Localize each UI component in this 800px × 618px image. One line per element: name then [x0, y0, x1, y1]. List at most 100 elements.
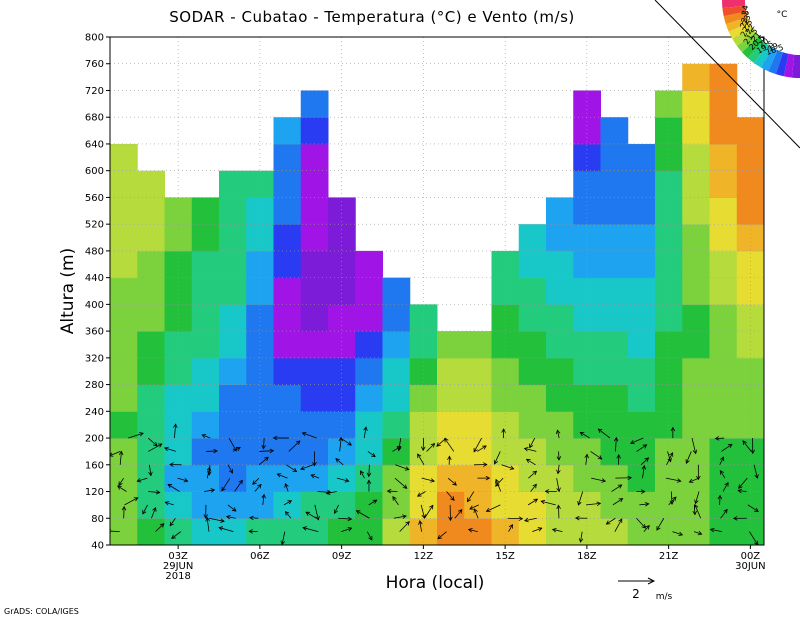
temperature-cell [137, 197, 165, 225]
temperature-cell [573, 438, 601, 466]
temperature-cell [328, 438, 356, 466]
temperature-cell [300, 464, 329, 493]
y-tick-label: 400 [85, 300, 104, 311]
temperature-cell [164, 411, 193, 439]
wind-arrow [616, 454, 621, 465]
temperature-cell [546, 438, 574, 466]
temperature-cell [600, 197, 629, 225]
legend-unit: °C [777, 10, 788, 20]
temperature-cell [110, 304, 138, 332]
temperature-cell [464, 357, 492, 386]
temperature-cell [655, 384, 683, 412]
temperature-cell [709, 464, 738, 493]
wind-arrow [288, 440, 301, 452]
legend-swatch [742, 36, 764, 58]
temperature-cell [627, 250, 656, 279]
wind-arrow [205, 516, 210, 532]
wind-arrow [530, 483, 537, 492]
legend-level-label: 23 [741, 14, 753, 26]
wind-arrow [360, 470, 365, 479]
temperature-cell [355, 250, 383, 279]
wind-arrow [340, 437, 352, 446]
temperature-cell [273, 438, 302, 466]
temperature-cell [219, 438, 247, 466]
temperature-cell [600, 411, 629, 439]
wind-arrow [259, 448, 275, 454]
temperature-cell [382, 277, 411, 305]
temperature-cell [709, 277, 738, 305]
wind-arrow [228, 437, 237, 452]
temperature-cell [627, 304, 656, 332]
temperature-cell [191, 384, 220, 412]
temperature-cell [627, 224, 656, 252]
temperature-cell [219, 170, 247, 198]
wind-arrow [167, 484, 180, 492]
temperature-cell [573, 518, 601, 545]
temperature-cell [491, 277, 520, 305]
temperature-cell [382, 357, 411, 386]
chart-title: SODAR - Cubatao - Temperatura (°C) e Ven… [169, 8, 575, 26]
wind-arrow [611, 484, 623, 492]
wind-arrow [614, 518, 623, 532]
wind-arrow [529, 437, 536, 449]
wind-arrow [234, 479, 243, 492]
temperature-cell [355, 518, 383, 545]
temperature-cell [110, 143, 138, 172]
temperature-cell [709, 411, 738, 439]
temperature-cell [518, 491, 547, 519]
wind-arrow [612, 498, 624, 506]
wind-arrow [151, 506, 157, 519]
temperature-cell [191, 438, 220, 466]
wind-arrow [720, 508, 728, 519]
temperature-cell [546, 250, 574, 279]
legend-swatch [747, 40, 768, 64]
wind-arrow [722, 481, 729, 492]
wind-arrow [750, 438, 755, 455]
temperature-cell [627, 277, 656, 305]
x-tick-label: 03Z [168, 551, 188, 562]
wind-arrow [417, 453, 425, 465]
temperature-cell [682, 170, 710, 198]
temperature-cell [328, 331, 356, 359]
temperature-cell [437, 331, 465, 359]
y-tick-label: 80 [91, 514, 104, 525]
wind-arrow [341, 527, 353, 533]
temperature-cell [273, 331, 302, 359]
wind-arrow [203, 504, 209, 519]
temperature-cell [246, 384, 274, 412]
temperature-cell [300, 224, 329, 252]
temperature-cell [437, 411, 465, 439]
wind-arrow [436, 437, 447, 447]
wind-arrow [110, 528, 120, 534]
temperature-cell [600, 143, 629, 172]
wind-arrow [227, 504, 237, 512]
wind-arrow [670, 426, 676, 439]
wind-arrow [421, 477, 436, 483]
legend-level-label: 23.5 [739, 9, 752, 28]
temperature-cell [382, 384, 411, 412]
temperature-cell [300, 250, 329, 279]
temperature-cell [655, 250, 683, 279]
wind-reference-value: 2 [632, 587, 640, 601]
wind-arrow [169, 462, 182, 467]
wind-arrow [335, 458, 344, 466]
temperature-cell [273, 384, 302, 412]
wind-arrow [118, 477, 124, 487]
wind-arrow [719, 469, 726, 479]
temperature-cell [627, 197, 656, 225]
temperature-cell [573, 277, 601, 305]
wind-arrow [523, 447, 537, 452]
grads-credit: GrADS: COLA/IGES [4, 607, 79, 616]
temperature-cell [164, 357, 193, 386]
temperature-cell [191, 411, 220, 439]
temperature-cell [709, 331, 738, 359]
temperature-cell [355, 411, 383, 439]
temperature-cell [137, 250, 165, 279]
wind-arrow [128, 432, 144, 439]
temperature-cell [600, 117, 629, 145]
x-tick-label: 30JUN [735, 561, 765, 572]
legend-swatch [791, 54, 800, 78]
temperature-cell [273, 357, 302, 386]
